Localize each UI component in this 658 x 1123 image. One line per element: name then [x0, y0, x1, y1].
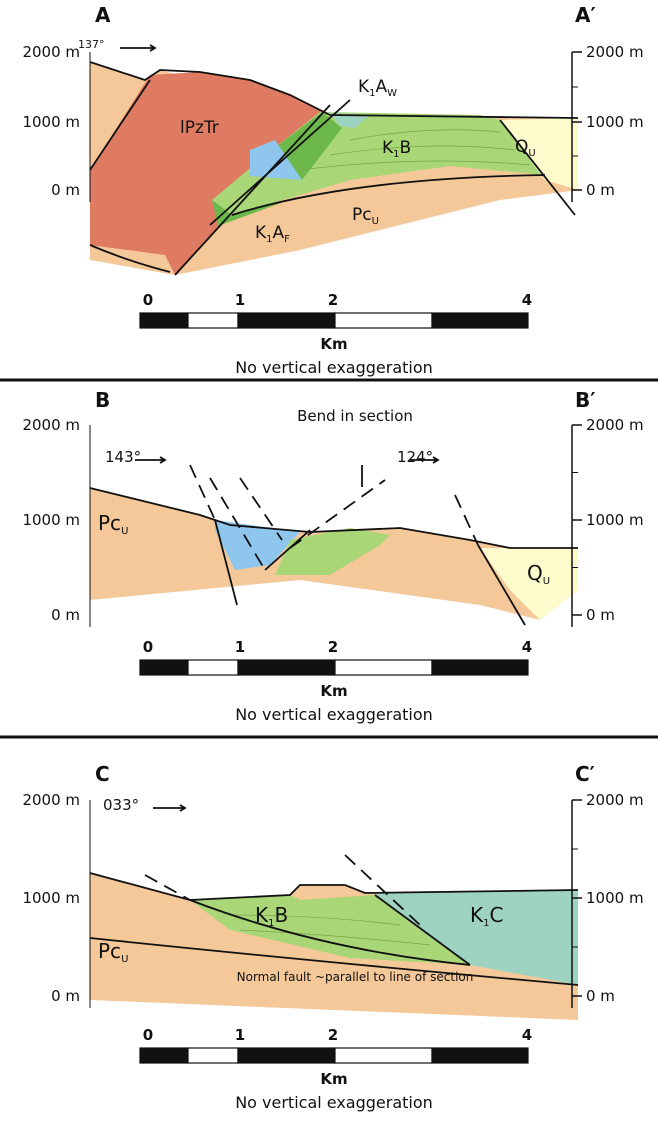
azimuth: 137° [78, 38, 105, 51]
caption: No vertical exaggeration [235, 705, 433, 724]
scale-label: 2 [328, 638, 338, 656]
unit-label: QU [527, 561, 550, 587]
scale-bar-segment [334, 659, 433, 676]
unit-label: PcU [352, 205, 379, 227]
section-label: C [95, 762, 110, 786]
elevation-label: 2000 m [586, 43, 644, 61]
section-label: A′ [575, 3, 596, 27]
scale-label: 4 [522, 1026, 532, 1044]
elevation-label: 2000 m [22, 43, 80, 61]
scale-unit: Km [320, 335, 347, 353]
scale-bar-segment [187, 312, 239, 329]
scale-bar-segment [334, 1047, 433, 1064]
elevation-label: 1000 m [586, 511, 644, 529]
unit-label: K1C [470, 903, 503, 929]
annotation: Normal fault ~parallel to line of sectio… [237, 970, 474, 984]
section-label: B′ [575, 388, 596, 412]
scale-label: 0 [143, 1026, 153, 1044]
unit-label: lPzTr [180, 118, 219, 138]
scale-label: 2 [328, 291, 338, 309]
scale-bar-segment [431, 312, 529, 329]
azimuth: 033° [103, 796, 139, 814]
scale-bar-segment [187, 1047, 239, 1064]
elevation-label: 1000 m [586, 113, 644, 131]
scale-bar-segment [139, 659, 189, 676]
elevation-label: 1000 m [22, 511, 80, 529]
elevation-label: 2000 m [586, 416, 644, 434]
elevation-label: 2000 m [22, 791, 80, 809]
scale-bar-segment [187, 659, 239, 676]
elevation-label: 0 m [586, 606, 615, 624]
scale-label: 0 [143, 638, 153, 656]
azimuth: 124° [397, 448, 433, 466]
scale-label: 0 [143, 291, 153, 309]
unit-label: K1AW [358, 77, 397, 99]
scale-bar-segment [431, 1047, 529, 1064]
scale-label: 4 [522, 291, 532, 309]
scale-label: 1 [235, 291, 245, 309]
elevation-label: 1000 m [22, 889, 80, 907]
elevation-label: 0 m [51, 606, 80, 624]
elevation-label: 0 m [51, 181, 80, 199]
azimuth: 143° [105, 448, 141, 466]
elevation-label: 2000 m [586, 791, 644, 809]
elevation-label: 1000 m [586, 889, 644, 907]
section-a [89, 44, 579, 276]
scale-bar-segment [334, 312, 433, 329]
caption: No vertical exaggeration [235, 358, 433, 377]
elevation-label: 0 m [51, 987, 80, 1005]
unit-label: K1B [382, 138, 411, 160]
section-label: B [95, 388, 110, 412]
scale-unit: Km [320, 1070, 347, 1088]
scale-bar-segment [431, 659, 529, 676]
scale-label: 4 [522, 638, 532, 656]
annotation: Bend in section [297, 407, 413, 425]
scale-label: 1 [235, 638, 245, 656]
section-c [89, 804, 579, 1020]
elevation-label: 0 m [586, 987, 615, 1005]
unit-label: PcU [98, 939, 128, 965]
unit-label: PcU [98, 511, 128, 537]
scale-bar-segment [237, 312, 336, 329]
scale-bar-segment [139, 312, 189, 329]
section-label: A [95, 3, 111, 27]
elevation-label: 0 m [586, 181, 615, 199]
section-label: C′ [575, 762, 595, 786]
unit-label: QU [515, 137, 536, 159]
scale-unit: Km [320, 682, 347, 700]
scale-bar-segment [237, 659, 336, 676]
scale-bar-segment [139, 1047, 189, 1064]
elevation-label: 2000 m [22, 416, 80, 434]
elevation-label: 1000 m [22, 113, 80, 131]
scale-label: 2 [328, 1026, 338, 1044]
scale-label: 1 [235, 1026, 245, 1044]
unit-label: K1AF [255, 223, 290, 245]
caption: No vertical exaggeration [235, 1093, 433, 1112]
section-b [89, 456, 578, 626]
scale-bar-segment [237, 1047, 336, 1064]
unit-label: K1B [255, 903, 288, 929]
